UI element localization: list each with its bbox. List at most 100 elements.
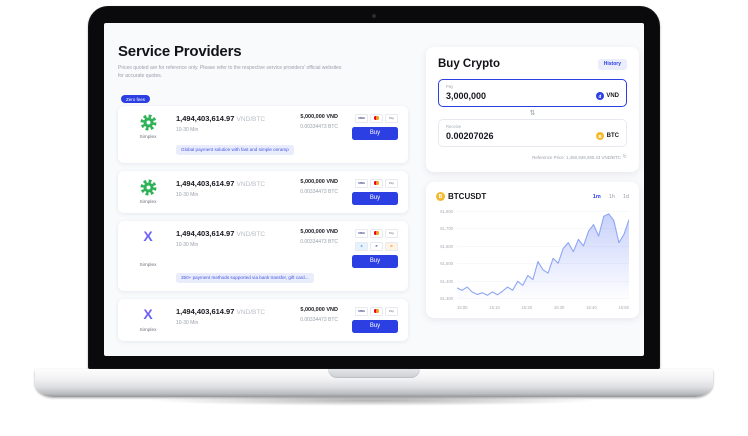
provider-price: 1,494,403,614.97 VND/BTC	[176, 178, 266, 188]
chart-symbol: BTCUSDT	[448, 192, 487, 201]
provider-name: Simplex	[139, 199, 157, 205]
btc-coin-icon: B	[596, 132, 605, 140]
provider-name: Simplex	[139, 327, 157, 333]
y-axis-label: 61,700	[440, 226, 453, 232]
chart-line	[457, 214, 629, 295]
vnd-coin-icon: đ	[595, 92, 604, 100]
visa-icon: VISA	[355, 113, 368, 123]
crypto-amount: 0.00334473 BTC	[300, 123, 338, 130]
provider-time: 10-30 Min	[176, 319, 199, 326]
y-axis-label: 61,800	[440, 209, 453, 214]
payment-card-icon: Pay	[385, 228, 398, 238]
swap-direction-icon[interactable]: ⇅	[529, 110, 536, 117]
crypto-amount: 0.00334473 BTC	[300, 238, 338, 245]
laptop-display: Service Providers Prices quoted are for …	[104, 23, 644, 356]
laptop-base	[35, 369, 713, 397]
provider-gear-icon	[140, 179, 156, 195]
btc-coin-icon: B	[436, 192, 445, 201]
y-axis-label: 61,300	[440, 295, 453, 301]
payment-method-icon: S	[355, 241, 368, 251]
fiat-amount: 5,000,000 VND	[300, 306, 338, 313]
price-pair: VND/BTC	[236, 308, 266, 316]
pay-value[interactable]: 3,000,000	[446, 91, 487, 101]
x-axis-label: 15:40	[586, 305, 597, 310]
tab-1h[interactable]: 1h	[608, 193, 615, 200]
visa-icon: VISA	[355, 306, 368, 316]
chart-plot-area	[457, 209, 629, 301]
buy-crypto-card: Buy Crypto History Pay 3,000,000 đ VND ⇅	[426, 47, 639, 172]
price-pair: VND/BTC	[236, 115, 266, 123]
price-line-chart	[457, 209, 629, 301]
zero-fees-badge: Zero fees	[121, 95, 151, 103]
provider-time: 10-30 Min	[176, 241, 199, 248]
page-subtitle: Prices quoted are for reference only. Pl…	[118, 65, 342, 79]
reference-price: Reference Price: 1,450,939,280.43 VND/BT…	[532, 154, 621, 160]
provider-gear-icon	[140, 114, 156, 130]
provider-x-icon: X	[143, 227, 153, 244]
mastercard-icon	[370, 113, 383, 123]
mastercard-icon	[370, 228, 383, 238]
provider-card: X Simplex 1,494,403,614.97 VND/BTC 10-30…	[118, 220, 408, 291]
payment-method-icon: P	[370, 241, 383, 251]
x-axis-label: 15:50	[618, 305, 629, 310]
x-axis-label: 15:20	[521, 305, 533, 310]
page-title: Service Providers	[118, 43, 242, 60]
receive-input[interactable]: Receive 0.00207026 B BTC	[438, 119, 627, 147]
x-axis-label: 15:30	[553, 305, 565, 310]
provider-x-icon: X	[143, 305, 153, 322]
receive-currency-label: BTC	[606, 133, 619, 139]
y-axis-label: 61,600	[440, 243, 453, 249]
buy-crypto-title: Buy Crypto	[438, 58, 500, 70]
service-providers-section: Service Providers Prices quoted are for …	[118, 43, 408, 349]
crypto-amount: 0.00334473 BTC	[300, 188, 338, 195]
laptop-shadow	[54, 397, 694, 411]
provider-card: Simplex 1,494,403,614.97 VND/BTC 10-30 M…	[118, 105, 408, 163]
laptop-lid-notch	[328, 369, 420, 378]
refresh-icon[interactable]: ↻	[622, 154, 627, 160]
fiat-amount: 5,000,000 VND	[300, 178, 338, 185]
visa-icon: VISA	[355, 178, 368, 188]
payment-method-icon: D	[385, 241, 398, 251]
x-axis: 15:00 15:10 15:20 15:30 15:40 15:50	[457, 305, 629, 310]
tab-1m[interactable]: 1m	[592, 193, 601, 200]
laptop-screen-bezel: Service Providers Prices quoted are for …	[88, 6, 660, 369]
provider-card: Simplex 1,494,403,614.97 VND/BTC 10-30 M…	[118, 170, 408, 213]
provider-name: Simplex	[139, 134, 157, 140]
receive-currency-selector[interactable]: B BTC	[596, 132, 619, 140]
provider-banner: 350+ payment methods supported via bank …	[176, 272, 314, 283]
provider-name: Simplex	[139, 262, 157, 268]
provider-banner: Global payment solution with fast and si…	[176, 144, 294, 155]
y-axis-label: 61,400	[440, 278, 453, 284]
buy-button[interactable]: Buy	[352, 319, 398, 333]
pay-currency-selector[interactable]: đ VND	[595, 92, 619, 100]
y-axis: 61,800 61,700 61,600 61,500 61,400 61,300	[436, 209, 453, 301]
crypto-amount: 0.00334473 BTC	[300, 316, 338, 323]
provider-price: 1,494,403,614.97 VND/BTC	[176, 228, 266, 238]
provider-time: 10-30 Min	[176, 126, 199, 133]
payment-card-icon: Pay	[385, 306, 398, 316]
provider-price: 1,494,403,614.97 VND/BTC	[176, 306, 266, 316]
x-axis-label: 15:10	[489, 305, 500, 310]
price-chart-card: B BTCUSDT 1m 1h 1d 61,800 61,700 61,600 61,…	[426, 182, 639, 318]
pay-label: Pay	[446, 84, 454, 89]
price-pair: VND/BTC	[236, 230, 266, 238]
x-axis-label: 15:00	[457, 305, 468, 310]
pay-input[interactable]: Pay 3,000,000 đ VND	[438, 79, 627, 107]
history-button[interactable]: History	[597, 58, 627, 70]
provider-price: 1,494,403,614.97 VND/BTC	[176, 113, 266, 123]
mastercard-icon	[370, 178, 383, 188]
buy-button[interactable]: Buy	[352, 191, 398, 205]
provider-time: 10-30 Min	[176, 191, 199, 198]
y-axis-label: 61,500	[440, 261, 453, 267]
buy-crypto-section: Buy Crypto History Pay 3,000,000 đ VND ⇅	[426, 47, 639, 318]
tab-1d[interactable]: 1d	[622, 193, 629, 200]
price-pair: VND/BTC	[236, 180, 266, 188]
buy-button[interactable]: Buy	[352, 126, 398, 140]
pay-currency-label: VND	[606, 93, 619, 99]
webcam-icon	[372, 14, 376, 18]
buy-button[interactable]: Buy	[352, 254, 398, 268]
receive-value[interactable]: 0.00207026	[446, 131, 494, 141]
fiat-amount: 5,000,000 VND	[300, 228, 338, 235]
fiat-amount: 5,000,000 VND	[300, 113, 338, 120]
provider-card: X Simplex 1,494,403,614.97 VND/BTC 10-30…	[118, 298, 408, 341]
